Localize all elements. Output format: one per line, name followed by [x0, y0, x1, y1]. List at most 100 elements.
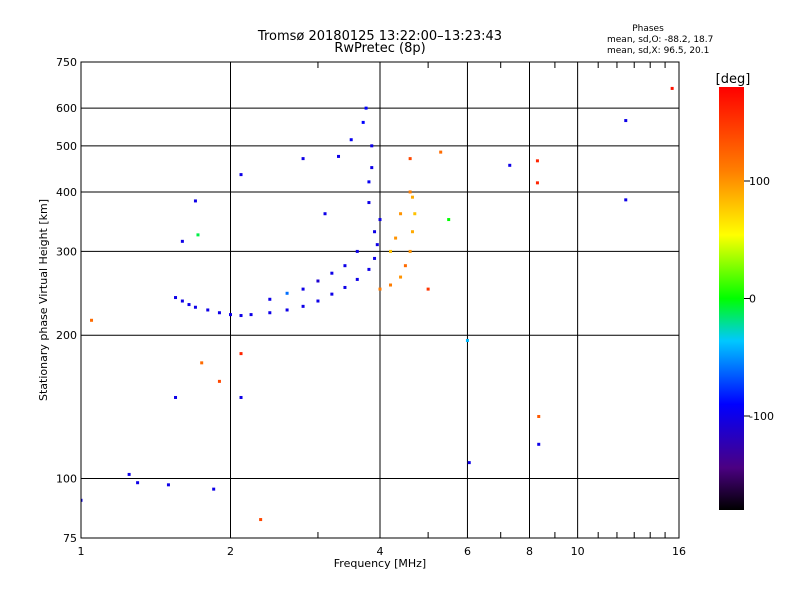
- scatter-point: [378, 287, 382, 291]
- x-axis-ticks: 1 2 4 6 8 10 16: [78, 62, 686, 558]
- scatter-points: [81, 86, 674, 522]
- scatter-point: [370, 166, 374, 170]
- scatter-point: [285, 308, 289, 312]
- scatter-point: [439, 150, 443, 154]
- x-tick-label: 16: [672, 545, 686, 558]
- scatter-point: [535, 181, 539, 185]
- scatter-point: [301, 304, 305, 308]
- y-tick-label: 75: [63, 532, 77, 545]
- chart-subtitle: RwPretec (8p): [334, 41, 425, 56]
- scatter-point: [180, 299, 184, 303]
- scatter-point: [399, 275, 403, 279]
- scatter-point: [367, 201, 371, 205]
- scatter-point: [81, 498, 83, 502]
- scatter-point: [136, 481, 140, 485]
- scatter-point: [196, 233, 200, 237]
- scatter-point: [361, 120, 365, 124]
- y-axis-label: Stationary phase Virtual Height [km]: [37, 199, 50, 401]
- scatter-point: [343, 285, 347, 289]
- scatter-point: [90, 318, 94, 322]
- scatter-point: [355, 249, 359, 253]
- colorbar-tick-label: 100: [749, 175, 770, 188]
- scatter-point: [465, 338, 469, 342]
- scatter-point: [373, 230, 377, 234]
- y-tick-label: 500: [56, 140, 77, 153]
- scatter-point: [389, 283, 393, 287]
- scatter-point: [301, 157, 305, 161]
- scatter-point: [180, 239, 184, 243]
- y-tick-label: 200: [56, 329, 77, 342]
- scatter-point: [367, 267, 371, 271]
- scatter-point: [535, 159, 539, 163]
- scatter-point: [370, 144, 374, 148]
- scatter-point: [447, 218, 451, 222]
- chart-title: Tromsø 20180125 13:22:00–13:23:43: [257, 29, 502, 44]
- scatter-point: [301, 287, 305, 291]
- phases-x-stats: mean, sd,X: 96.5, 20.1: [607, 46, 709, 56]
- scatter-point: [343, 264, 347, 268]
- scatter-point: [166, 483, 170, 487]
- scatter-point: [330, 292, 334, 296]
- scatter-point: [337, 154, 341, 158]
- scatter-point: [217, 311, 221, 315]
- scatter-point: [413, 212, 417, 216]
- scatter-point: [426, 287, 430, 291]
- scatter-point: [508, 163, 512, 167]
- scatter-point: [239, 173, 243, 177]
- scatter-point: [212, 487, 216, 491]
- scatter-point: [399, 212, 403, 216]
- y-tick-label: 400: [56, 186, 77, 199]
- scatter-point: [285, 291, 289, 295]
- grid-lines: [81, 62, 679, 538]
- y-tick-label: 750: [56, 56, 77, 69]
- scatter-point: [239, 395, 243, 399]
- scatter-point: [403, 264, 407, 268]
- scatter-point: [193, 305, 197, 309]
- scatter-point: [174, 296, 178, 300]
- scatter-point: [624, 119, 628, 123]
- y-tick-label: 600: [56, 102, 77, 115]
- x-tick-label: 6: [464, 545, 471, 558]
- scatter-point: [364, 106, 368, 110]
- phases-heading: Phases: [632, 24, 664, 34]
- scatter-point: [375, 243, 379, 247]
- colorbar-ticks: 100 0 -100: [744, 175, 774, 423]
- plot-frame: [80, 61, 680, 539]
- x-tick-label: 10: [571, 545, 585, 558]
- phases-o-stats: mean, sd,O: -88.2, 18.7: [607, 35, 713, 45]
- y-tick-label: 100: [56, 473, 77, 486]
- scatter-point: [367, 180, 371, 184]
- x-tick-label: 8: [526, 545, 533, 558]
- colorbar-tick-label: 0: [749, 293, 756, 306]
- scatter-point: [355, 277, 359, 281]
- scatter-point: [249, 313, 253, 317]
- scatter-point: [410, 195, 414, 199]
- scatter-point: [537, 414, 541, 418]
- scatter-point: [349, 138, 353, 142]
- scatter-point: [537, 442, 541, 446]
- scatter-point: [467, 461, 471, 465]
- scatter-point: [624, 198, 628, 202]
- scatter-point: [268, 311, 272, 315]
- scatter-point: [229, 313, 232, 317]
- scatter-point: [206, 308, 210, 312]
- scatter-point: [389, 249, 393, 253]
- scatter-point: [408, 190, 412, 194]
- scatter-point: [408, 157, 412, 161]
- scatter-point: [394, 236, 398, 240]
- scatter-point: [187, 303, 191, 307]
- scatter-point: [127, 472, 131, 476]
- scatter-point: [670, 86, 674, 90]
- colorbar-label: [deg]: [716, 72, 751, 87]
- scatter-point: [316, 299, 320, 303]
- y-axis-ticks: 75 100 200 300 400 500 600 750: [56, 56, 77, 545]
- scatter-point: [259, 518, 263, 522]
- scatter-point: [200, 361, 204, 365]
- x-tick-label: 2: [227, 545, 234, 558]
- scatter-point: [323, 212, 327, 216]
- scatter-point: [373, 256, 377, 260]
- x-axis-label: Frequency [MHz]: [334, 557, 426, 570]
- scatter-point: [268, 297, 272, 301]
- y-tick-label: 300: [56, 245, 77, 258]
